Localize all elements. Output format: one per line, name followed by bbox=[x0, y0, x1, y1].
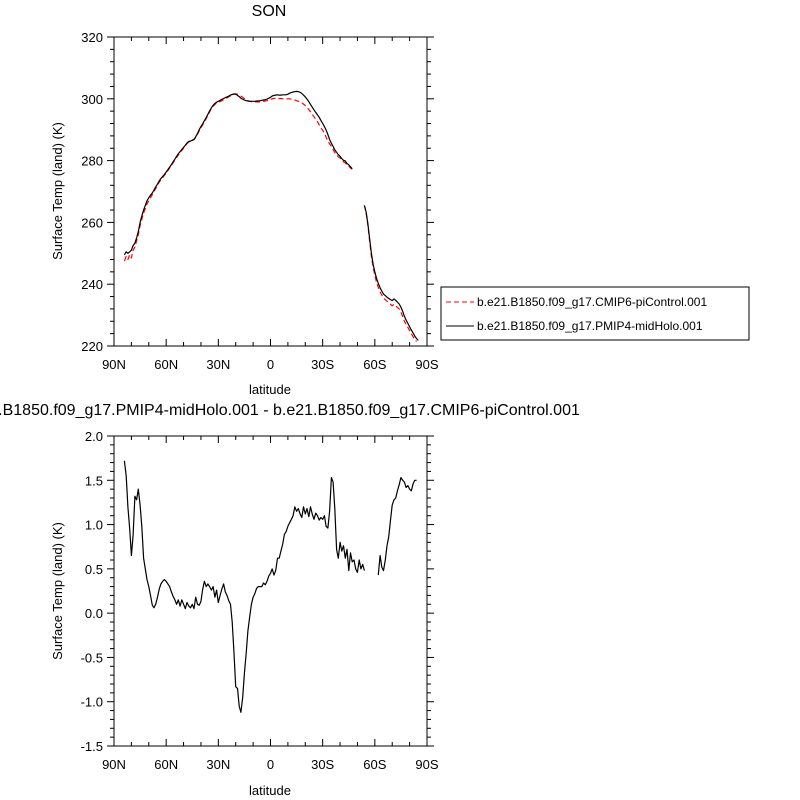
bottom-y-tick-label: -0.5 bbox=[81, 650, 103, 665]
bottom-y-tick-label: 2.0 bbox=[85, 429, 103, 444]
top-plot-frame bbox=[113, 36, 428, 347]
top-y-tick-label: 260 bbox=[81, 215, 103, 230]
top-y-tick-label: 240 bbox=[81, 277, 103, 292]
top-x-tick-label: 90N bbox=[102, 357, 126, 372]
top-series-1-line-segment-0 bbox=[123, 90, 353, 256]
top-chart-title: SON bbox=[252, 3, 287, 20]
top-x-axis-label: latitude bbox=[249, 382, 291, 397]
top-x-tick-label: 0 bbox=[267, 357, 274, 372]
bottom-x-tick-label: 90N bbox=[102, 757, 126, 772]
bottom-chart-title: b.e21.B1850.f09_g17.PMIP4-midHolo.001 - … bbox=[0, 402, 580, 419]
top-y-axis-label: Surface Temp (land) (K) bbox=[50, 122, 65, 260]
top-series-1-line-segment-1 bbox=[363, 205, 419, 341]
bottom-x-tick-label: 60S bbox=[363, 757, 386, 772]
top-x-tick-label: 90S bbox=[415, 357, 438, 372]
bottom-y-tick-label: 0.5 bbox=[85, 562, 103, 577]
top-y-tick-label: 300 bbox=[81, 92, 103, 107]
legend-label-midholo: b.e21.B1850.f09_g17.PMIP4-midHolo.001 bbox=[477, 319, 703, 333]
bottom-series-0-line-segment-1 bbox=[377, 477, 417, 576]
top-x-tick-label: 30S bbox=[311, 357, 334, 372]
bottom-series-group bbox=[123, 460, 417, 713]
legend-box bbox=[440, 286, 750, 341]
top-series-group bbox=[123, 90, 419, 342]
bottom-x-tick-label: 60N bbox=[154, 757, 178, 772]
bottom-x-tick-label: 30N bbox=[206, 757, 230, 772]
top-chart: SON 90N 60N 30N 0 30S 60S 90S 220 240 260 280 300 32… bbox=[50, 3, 439, 397]
bottom-chart: b.e21.B1850.f09_g17.PMIP4-midHolo.001 - … bbox=[0, 402, 580, 798]
top-x-tick-label: 60N bbox=[154, 357, 178, 372]
top-series-0-line-segment-0 bbox=[123, 93, 353, 262]
bottom-plot-frame bbox=[113, 435, 428, 747]
bottom-x-tick-label: 0 bbox=[267, 757, 274, 772]
top-y-tick-label: 280 bbox=[81, 154, 103, 169]
bottom-y-tick-label: -1.5 bbox=[81, 739, 103, 754]
top-x-tick-label: 60S bbox=[363, 357, 386, 372]
bottom-y-tick-label: 0.0 bbox=[85, 606, 103, 621]
top-axis-ticks: 90N 60N 30N 0 30S 60S 90S 220 240 260 280 300 320 bbox=[81, 30, 439, 372]
top-y-tick-label: 320 bbox=[81, 30, 103, 45]
legend-label-picontrol: b.e21.B1850.f09_g17.CMIP6-piControl.001 bbox=[477, 295, 707, 309]
bottom-x-axis-label: latitude bbox=[249, 783, 291, 798]
bottom-y-axis-label: Surface Temp (land) (K) bbox=[50, 522, 65, 660]
bottom-y-tick-label: -1.0 bbox=[81, 695, 103, 710]
bottom-series-0-line-segment-0 bbox=[123, 460, 365, 713]
legend: b.e21.B1850.f09_g17.CMIP6-piControl.001 … bbox=[440, 286, 750, 341]
bottom-x-tick-label: 90S bbox=[415, 757, 438, 772]
top-x-tick-label: 30N bbox=[206, 357, 230, 372]
bottom-axis-ticks: 90N 60N 30N 0 30S 60S 90S -1.5 -1.0 -0.5 0.0 0.5 1.0… bbox=[81, 429, 439, 772]
top-series-0-line-segment-1 bbox=[363, 205, 417, 342]
bottom-x-tick-label: 30S bbox=[311, 757, 334, 772]
top-y-tick-label: 220 bbox=[81, 339, 103, 354]
bottom-y-tick-label: 1.0 bbox=[85, 518, 103, 533]
bottom-y-tick-label: 1.5 bbox=[85, 473, 103, 488]
